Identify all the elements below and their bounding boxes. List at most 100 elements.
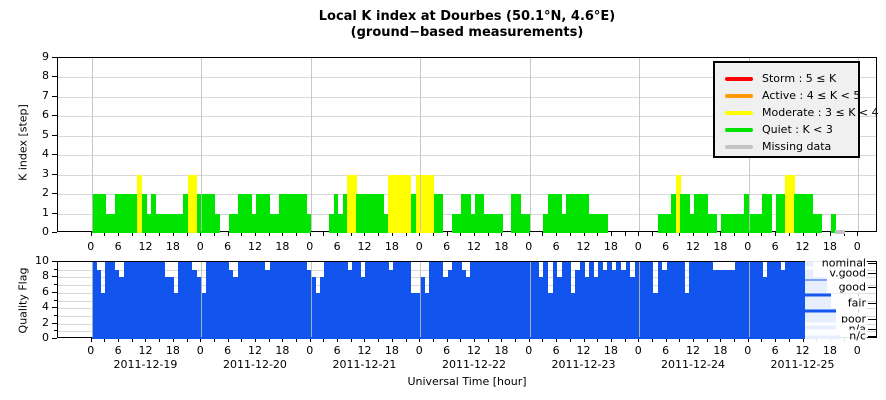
hour-tick — [186, 232, 188, 236]
k-bar — [497, 213, 503, 233]
k-axis-tick-label: 8 — [42, 69, 49, 83]
legend-entry: Quiet : K < 3 — [715, 121, 858, 138]
k-bar — [698, 194, 704, 233]
k-axis-tick — [52, 212, 57, 214]
k-axis-tick — [52, 232, 57, 233]
quality-flag-panel — [57, 261, 877, 339]
quality-bar — [785, 262, 791, 339]
quality-bar — [374, 262, 380, 339]
hour-tick — [693, 232, 695, 236]
k-bar — [401, 174, 407, 233]
k-bar — [657, 213, 663, 233]
hour-tick-label: 0 — [853, 240, 861, 253]
k-axis-tick — [52, 173, 57, 175]
quality-bar — [251, 262, 257, 339]
quality-bar — [465, 277, 471, 339]
hour-tick — [104, 232, 106, 236]
quality-bar — [214, 262, 220, 339]
hour-tick-label: 12 — [138, 344, 153, 357]
k-bar — [141, 194, 147, 233]
hour-tick — [501, 232, 503, 236]
quality-bar — [739, 262, 745, 339]
k-gridline — [58, 155, 876, 157]
hour-tick-label: 0 — [87, 344, 95, 357]
k-bar — [328, 213, 334, 233]
quality-bar — [456, 262, 462, 339]
quality-scale-label: fair — [805, 296, 867, 310]
k-bar — [356, 194, 362, 233]
quality-bar — [237, 262, 243, 339]
hour-tick — [364, 338, 366, 342]
chart-subtitle: (ground−based measurements) — [350, 25, 584, 40]
quality-bar — [780, 269, 786, 339]
k-bar — [671, 194, 677, 233]
k-axis-tick — [52, 57, 57, 58]
quality-bar — [278, 262, 284, 339]
quality-bar — [497, 262, 503, 339]
hour-tick — [788, 338, 790, 342]
quality-bar — [593, 277, 599, 339]
quality-bar — [657, 262, 663, 339]
k-bar — [246, 194, 252, 233]
hour-tick — [227, 232, 229, 236]
hour-tick-label: 12 — [576, 344, 591, 357]
quality-axis-tick — [52, 276, 57, 278]
k-bar — [725, 213, 731, 233]
k-axis-tick — [52, 134, 57, 136]
quality-bar — [735, 262, 740, 339]
quality-bar — [370, 262, 375, 339]
quality-bar — [798, 262, 804, 339]
hour-tick — [624, 338, 626, 342]
k-bar — [433, 194, 439, 233]
quality-bar — [96, 269, 102, 339]
hour-tick — [378, 232, 380, 236]
quality-bar — [173, 292, 179, 339]
hour-tick — [706, 338, 708, 342]
quality-bar — [611, 269, 617, 339]
hour-tick — [583, 232, 585, 236]
k-bar — [438, 194, 444, 233]
k-bar — [374, 194, 380, 233]
k-bar — [392, 174, 398, 233]
k-bar — [100, 194, 106, 233]
hour-tick-label: 18 — [384, 240, 399, 253]
day-boundary-line — [748, 262, 750, 337]
quality-scale-tick — [868, 302, 876, 304]
k-bar — [830, 213, 836, 233]
hour-tick — [679, 338, 681, 342]
day-boundary-line — [639, 58, 641, 231]
quality-bar — [616, 262, 622, 339]
k-bar — [780, 194, 786, 233]
k-bar — [511, 194, 517, 233]
quality-bar — [776, 262, 782, 339]
k-bar — [566, 194, 572, 233]
hour-tick — [213, 232, 215, 236]
k-bar — [689, 213, 695, 233]
hour-tick — [816, 232, 818, 236]
hour-tick — [706, 232, 708, 236]
hour-tick-label: 6 — [662, 344, 670, 357]
k-gridline — [58, 116, 876, 118]
k-bar — [301, 194, 307, 233]
hour-tick-label: 0 — [634, 344, 642, 357]
day-boundary-line — [201, 58, 203, 231]
quality-bar — [292, 262, 298, 339]
quality-bar — [707, 262, 713, 339]
quality-bar — [160, 262, 166, 339]
hour-tick — [734, 232, 736, 236]
k-bar — [452, 213, 458, 233]
legend-color-swatch — [725, 110, 753, 115]
quality-bar — [360, 277, 366, 339]
legend-entry-label: Quiet : K < 3 — [762, 123, 833, 136]
legend-color-swatch — [725, 127, 753, 132]
k-bar — [812, 213, 818, 233]
quality-bar — [639, 262, 645, 339]
k-bar — [479, 194, 485, 233]
k-bar — [260, 194, 266, 233]
quality-bar — [643, 262, 649, 339]
k-bar — [808, 194, 813, 233]
k-bar — [520, 213, 526, 233]
k-bar — [767, 194, 772, 233]
hour-tick-label: 18 — [822, 344, 837, 357]
